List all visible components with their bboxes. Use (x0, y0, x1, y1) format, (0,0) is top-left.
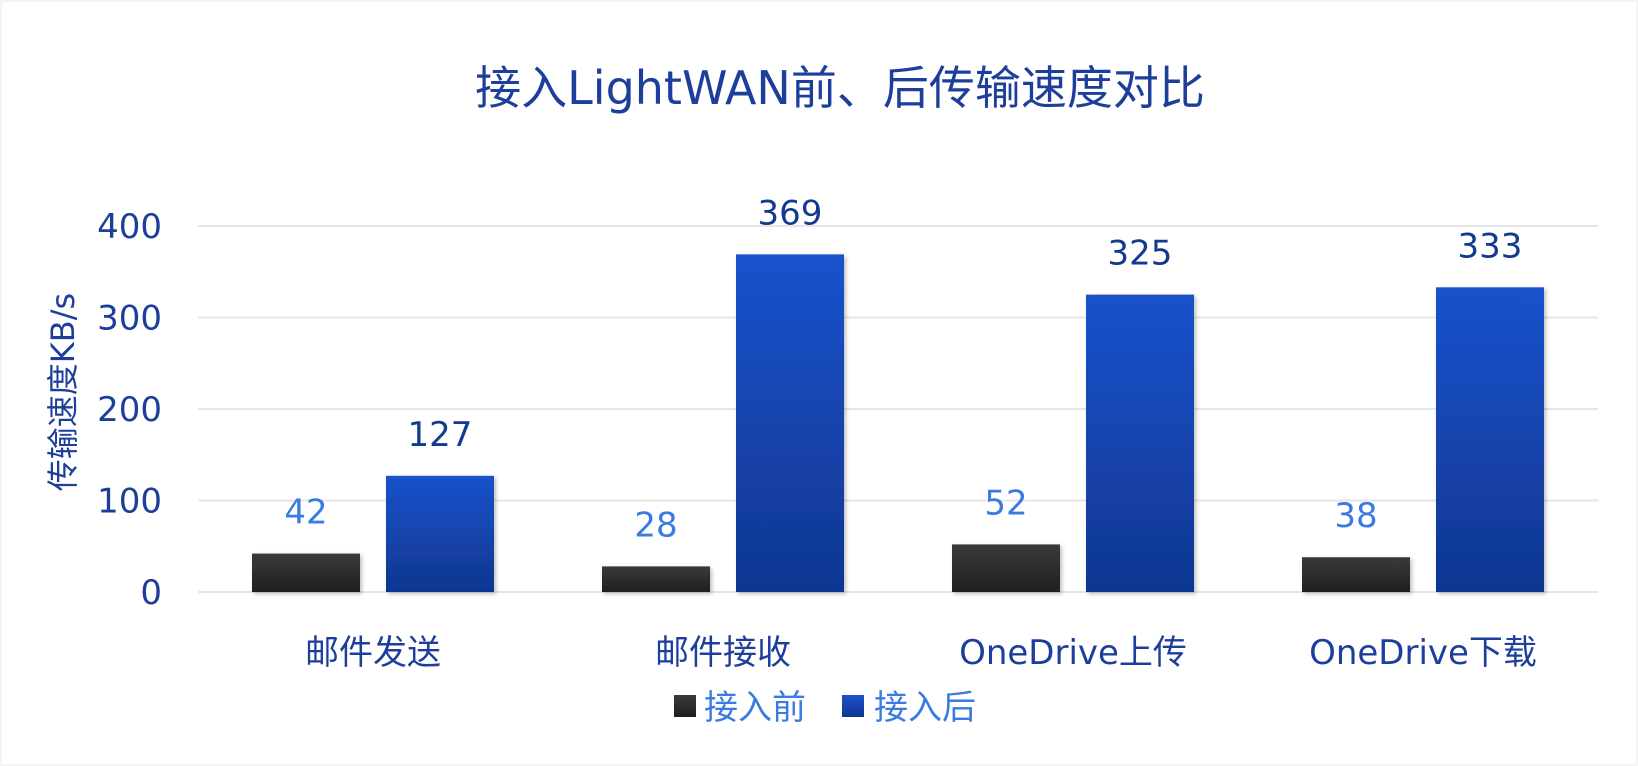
bar-before-3 (952, 544, 1060, 592)
bar-before-4 (1302, 557, 1410, 592)
bar-after-2 (736, 254, 844, 593)
data-label-after-2: 369 (758, 193, 823, 233)
y-tick-label: 400 (97, 207, 162, 247)
data-label-before-1: 42 (284, 493, 327, 533)
legend-label-after: 接入后 (874, 688, 976, 728)
data-labels: 42 127 28 369 52 325 38 333 (284, 193, 1522, 545)
bar-after-4 (1436, 287, 1544, 592)
bar-before-2 (602, 566, 710, 592)
x-category-label: OneDrive下载 (1309, 633, 1537, 673)
data-label-before-3: 52 (984, 483, 1027, 523)
x-category-label: OneDrive上传 (959, 633, 1187, 673)
x-category-label: 邮件接收 (655, 633, 791, 673)
y-tick-label: 200 (97, 390, 162, 430)
data-label-before-4: 38 (1334, 496, 1377, 536)
data-label-after-1: 127 (408, 415, 473, 455)
y-axis-label: 传输速度KB/s (44, 293, 82, 491)
y-tick-label: 300 (97, 299, 162, 339)
x-category-label: 邮件发送 (305, 633, 441, 673)
legend-swatch-before (674, 695, 696, 717)
legend: 接入前 接入后 (674, 688, 976, 728)
bar-before-1 (252, 553, 360, 592)
bar-after-1 (386, 475, 494, 592)
data-label-before-2: 28 (634, 505, 677, 545)
bar-after-3 (1086, 294, 1194, 592)
bars (252, 254, 1544, 593)
x-axis-categories: 邮件发送 邮件接收 OneDrive上传 OneDrive下载 (305, 633, 1537, 673)
y-tick-label: 100 (97, 482, 162, 522)
data-label-after-3: 325 (1108, 234, 1173, 274)
y-tick-label: 0 (140, 573, 162, 613)
chart-title: 接入LightWAN前、后传输速度对比 (475, 61, 1205, 115)
y-axis-ticks: 0 100 200 300 400 (97, 207, 162, 613)
legend-label-before: 接入前 (704, 688, 806, 728)
legend-swatch-after (842, 695, 864, 717)
data-label-after-4: 333 (1458, 226, 1523, 266)
